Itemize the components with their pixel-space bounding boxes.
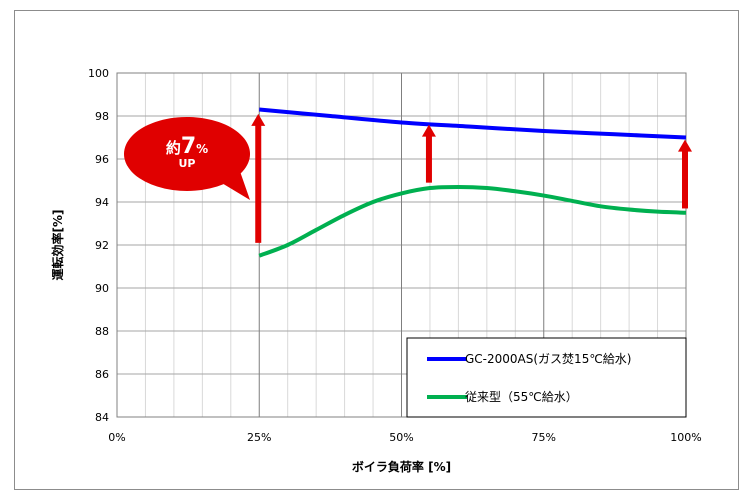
series-line-1 bbox=[259, 107, 687, 140]
x-axis-ticks: 0% 25% 50% 75% 100% bbox=[108, 431, 701, 444]
callout-bubble bbox=[124, 117, 250, 200]
callout-label: 約7% bbox=[166, 134, 208, 159]
plot-area bbox=[116, 72, 687, 418]
callout-value: 7 bbox=[181, 134, 196, 159]
legend-label-2: 従来型（55℃給水） bbox=[465, 390, 578, 404]
y-tick-label: 90 bbox=[95, 282, 109, 295]
x-tick-label: 25% bbox=[247, 431, 271, 444]
improvement-arrows bbox=[251, 113, 692, 243]
x-axis-title: ボイラ負荷率 [%] bbox=[352, 459, 451, 474]
y-tick-label: 96 bbox=[95, 153, 109, 166]
y-tick-label: 86 bbox=[95, 368, 109, 381]
arrow-head bbox=[251, 113, 266, 126]
x-tick-label: 0% bbox=[108, 431, 125, 444]
arrow-head bbox=[421, 124, 436, 137]
x-tick-label: 75% bbox=[532, 431, 556, 444]
callout-unit: % bbox=[196, 142, 208, 156]
y-axis-ticks: 84 86 88 90 92 94 96 98 100 bbox=[88, 67, 109, 424]
callout: 約7% UP bbox=[124, 117, 250, 200]
legend-box bbox=[406, 337, 687, 418]
legend: GC-2000AS(ガス焚15℃給水) 従来型（55℃給水） bbox=[406, 337, 687, 418]
arrow-head bbox=[678, 139, 692, 152]
y-tick-label: 88 bbox=[95, 325, 109, 338]
legend-label-1: GC-2000AS(ガス焚15℃給水) bbox=[465, 352, 631, 366]
x-tick-label: 100% bbox=[670, 431, 701, 444]
series-layer bbox=[258, 107, 687, 258]
x-tick-label: 50% bbox=[389, 431, 413, 444]
arrow-shaft bbox=[425, 134, 432, 183]
series-line-2 bbox=[258, 184, 687, 258]
arrow-shaft bbox=[255, 123, 262, 243]
y-tick-label: 98 bbox=[95, 110, 109, 123]
y-tick-label: 94 bbox=[95, 196, 109, 209]
y-axis-title: 運転効率[%] bbox=[50, 210, 65, 281]
callout-suffix: UP bbox=[179, 157, 196, 170]
y-tick-label: 84 bbox=[95, 411, 109, 424]
y-tick-label: 100 bbox=[88, 67, 109, 80]
callout-prefix: 約 bbox=[166, 139, 181, 157]
arrow-shaft bbox=[682, 149, 688, 209]
y-tick-label: 92 bbox=[95, 239, 109, 252]
